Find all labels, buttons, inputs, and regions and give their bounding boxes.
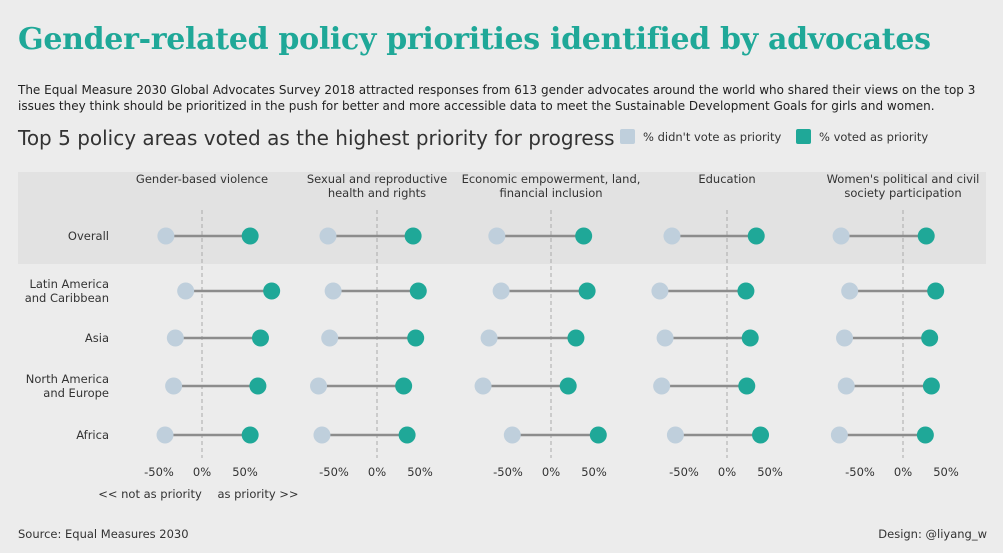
region-label: Asia: [85, 331, 109, 345]
dot-priority: [249, 377, 267, 395]
dot-priority: [407, 329, 425, 347]
design-credit: Design: @liyang_w: [878, 527, 987, 541]
x-tick-label: -50%: [319, 465, 349, 479]
x-tick-label: -50%: [493, 465, 523, 479]
dot-not-priority: [166, 329, 184, 347]
dot-priority: [241, 227, 259, 245]
dot-not-priority: [177, 282, 195, 300]
dot-not-priority: [666, 426, 684, 444]
dot-priority: [559, 377, 577, 395]
axis-note-left: << not as priority: [98, 487, 202, 501]
x-tick-label: 0%: [894, 465, 912, 479]
dot-plot-chart: Overall Latin America and Caribbean Asia Nor…: [18, 172, 986, 501]
dot-not-priority: [157, 227, 175, 245]
dot-priority: [917, 227, 935, 245]
dot-priority: [398, 426, 416, 444]
dot-priority: [263, 282, 281, 300]
x-tick-label: -50%: [144, 465, 174, 479]
region-label: Overall: [68, 229, 109, 243]
dot-priority: [927, 282, 945, 300]
dot-priority: [567, 329, 585, 347]
dot-not-priority: [474, 377, 492, 395]
dot-not-priority: [156, 426, 174, 444]
dot-not-priority: [165, 377, 183, 395]
dot-priority: [575, 227, 593, 245]
legend-swatch-priority: [796, 129, 811, 144]
x-tick-label: 50%: [581, 465, 607, 479]
dot-priority: [251, 329, 269, 347]
dot-priority: [741, 329, 759, 347]
dot-not-priority: [492, 282, 510, 300]
x-tick-label: 0%: [718, 465, 736, 479]
dot-not-priority: [832, 227, 850, 245]
panel-title: Sexual and reproductive health and rights: [307, 172, 447, 200]
overall-band: [18, 172, 986, 264]
x-tick-label: -50%: [845, 465, 875, 479]
dot-priority: [738, 377, 756, 395]
x-tick-label: -50%: [669, 465, 699, 479]
dot-priority: [241, 426, 259, 444]
x-tick-label: 0%: [368, 465, 386, 479]
panel-title: Education: [698, 172, 755, 186]
dot-priority: [578, 282, 596, 300]
panel-title: Women's political and civil society parti…: [827, 172, 980, 200]
legend-item-not-priority: % didn't vote as priority: [620, 129, 781, 144]
x-tick-label: 50%: [933, 465, 959, 479]
x-tick-label: 50%: [757, 465, 783, 479]
dot-priority: [409, 282, 427, 300]
dot-priority: [404, 227, 422, 245]
dot-not-priority: [324, 282, 342, 300]
dot-priority: [916, 426, 934, 444]
dot-not-priority: [653, 377, 671, 395]
legend-label-not-priority: % didn't vote as priority: [643, 129, 782, 144]
panel-title: Gender-based violence: [136, 172, 268, 186]
dot-not-priority: [310, 377, 328, 395]
dot-priority: [752, 426, 770, 444]
x-tick-label: 50%: [232, 465, 258, 479]
dot-not-priority: [480, 329, 498, 347]
x-tick-label: 0%: [542, 465, 560, 479]
axis-note-right: as priority >>: [217, 487, 298, 501]
x-tick-label: 0%: [193, 465, 211, 479]
dot-priority: [589, 426, 607, 444]
description: The Equal Measure 2030 Global Advocates …: [18, 83, 976, 113]
dot-priority: [921, 329, 939, 347]
dot-not-priority: [503, 426, 521, 444]
dot-not-priority: [830, 426, 848, 444]
dot-not-priority: [651, 282, 669, 300]
dot-priority: [922, 377, 940, 395]
dot-not-priority: [319, 227, 337, 245]
region-label: Africa: [76, 428, 109, 442]
dot-not-priority: [656, 329, 674, 347]
dot-not-priority: [321, 329, 339, 347]
dot-not-priority: [663, 227, 681, 245]
dot-not-priority: [488, 227, 506, 245]
chart-subtitle: Top 5 policy areas voted as the highest …: [18, 126, 615, 150]
region-label: Latin America and Caribbean: [25, 277, 109, 305]
panel-title: Economic empowerment, land, financial inc…: [462, 172, 641, 200]
dot-not-priority: [313, 426, 331, 444]
source-note: Source: Equal Measures 2030: [18, 527, 189, 541]
dot-priority: [747, 227, 765, 245]
x-tick-label: 50%: [407, 465, 433, 479]
legend-item-priority: % voted as priority: [796, 129, 928, 144]
legend-label-priority: % voted as priority: [819, 129, 929, 144]
region-label: North America and Europe: [26, 372, 109, 400]
page-title: Gender-related policy priorities identif…: [18, 22, 931, 57]
dot-not-priority: [841, 282, 859, 300]
dot-priority: [737, 282, 755, 300]
legend-swatch-not-priority: [620, 129, 635, 144]
dot-not-priority: [837, 377, 855, 395]
dot-not-priority: [836, 329, 854, 347]
dot-priority: [395, 377, 413, 395]
